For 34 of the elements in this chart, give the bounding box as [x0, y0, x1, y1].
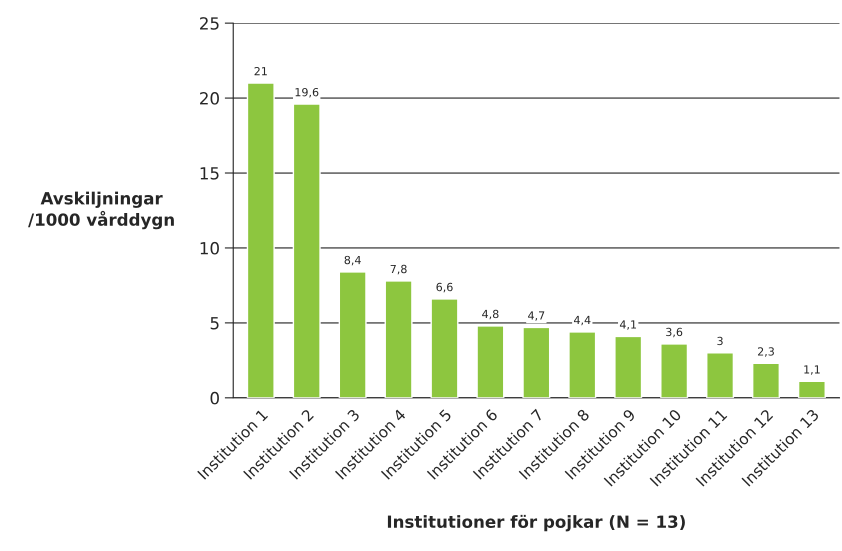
bar — [292, 103, 321, 398]
bar — [522, 326, 550, 398]
data-label: 4,1 — [620, 320, 636, 330]
data-label: 3,6 — [666, 328, 682, 338]
y-tick-label: 0 — [210, 392, 219, 404]
data-label: 21 — [254, 66, 267, 76]
bar — [246, 82, 275, 398]
data-label: 19,6 — [296, 88, 318, 98]
data-label: 3 — [717, 336, 723, 346]
data-label: 2,3 — [758, 347, 774, 357]
bar — [798, 380, 826, 398]
x-axis-title: Institutioner för pojkar (N = 13) — [388, 514, 685, 532]
bar — [476, 325, 504, 398]
y-axis-title: Avskiljningar /1000 vårddygn — [28, 192, 174, 230]
bar — [752, 362, 780, 398]
data-label: 8,4 — [344, 256, 361, 266]
bar — [430, 298, 459, 398]
data-label: 4,8 — [482, 310, 498, 320]
y-tick-label: 25 — [200, 17, 219, 30]
y-tick-label: 5 — [210, 317, 219, 330]
y-tick-label: 15 — [200, 167, 219, 180]
bar — [384, 280, 413, 398]
y-tick-label: 10 — [200, 242, 219, 255]
data-label: 4,4 — [574, 316, 590, 326]
data-label: 4,7 — [528, 311, 544, 321]
bar — [568, 331, 596, 398]
data-label: 1,1 — [804, 365, 820, 375]
bar — [660, 343, 688, 398]
data-label: 7,8 — [390, 264, 407, 274]
bar — [614, 336, 642, 398]
bar — [706, 352, 734, 398]
y-tick-label: 20 — [200, 92, 219, 105]
data-label: 6,6 — [436, 282, 453, 292]
bar — [338, 271, 367, 398]
